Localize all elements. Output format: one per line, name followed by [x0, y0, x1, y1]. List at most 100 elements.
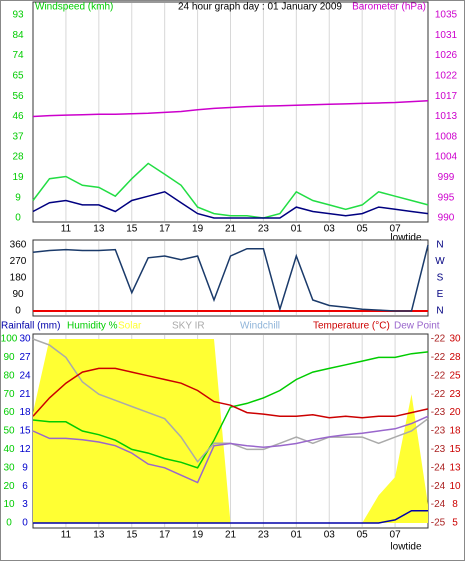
x-tick-label: 05 [357, 224, 369, 235]
x-tick-label: 19 [192, 224, 204, 235]
y3-tick-label: 3 [22, 499, 28, 510]
y-tick-label: 90 [3, 352, 15, 363]
y2-axis-label: Barometer (hPa) [352, 2, 426, 13]
legend-label: Rainfall (mm) [1, 321, 60, 332]
y-tick-label: 50 [3, 426, 15, 437]
x-tick-label: 17 [159, 530, 171, 541]
x-tick-label: 01 [291, 530, 303, 541]
legend-label: Solar [118, 321, 142, 332]
y-tick-label: 70 [3, 389, 15, 400]
y-tick-label: 60 [3, 407, 15, 418]
y-axis-label: Windspeed (kmh) [35, 2, 113, 13]
y-tick-label: 40 [3, 444, 15, 455]
y2-tick-label: 1013 [435, 111, 458, 122]
y-tick-label: 180 [10, 273, 27, 284]
y-tick-label: 84 [12, 30, 24, 41]
y4-tick-label: -24 [431, 462, 446, 473]
annotation: lowtide [390, 233, 422, 244]
legend-label: SKY IR [172, 321, 205, 332]
y2-tick-label: 10 [449, 481, 461, 492]
y2-tick-label: 5 [452, 518, 458, 529]
y-tick-label: 20 [3, 481, 15, 492]
y4-tick-label: -25 [431, 518, 446, 529]
y2-tick-label: 8 [452, 499, 458, 510]
y2-tick-label: 30 [449, 334, 461, 345]
y2-tick-label: 995 [438, 192, 455, 203]
y3-tick-label: 30 [19, 334, 31, 345]
y3-tick-label: 21 [19, 389, 31, 400]
y2-tick-label: 1004 [435, 152, 458, 163]
y4-tick-label: -24 [431, 499, 446, 510]
line [32, 351, 429, 469]
x-tick-label: 23 [258, 530, 270, 541]
y-tick-label: 65 [12, 71, 24, 82]
x-tick-label: 23 [258, 224, 270, 235]
y3-tick-label: 0 [22, 518, 28, 529]
y2-tick-label: 1035 [435, 10, 458, 21]
y-tick-label: 93 [12, 10, 24, 21]
x-tick-label: 07 [390, 224, 402, 235]
x-tick-label: 07 [390, 530, 402, 541]
y2-tick-label: 1017 [435, 91, 458, 102]
y-tick-label: 56 [12, 91, 24, 102]
y2-tick-label: S [437, 273, 444, 284]
x-tick-label: 03 [324, 224, 336, 235]
line [33, 509, 428, 524]
y2-tick-label: 20 [449, 407, 461, 418]
legend-label: Dew Point [394, 321, 440, 332]
y3-tick-label: 27 [19, 352, 31, 363]
y2-tick-label: 1031 [435, 30, 458, 41]
y-tick-label: 9 [15, 192, 21, 203]
x-tick-label: 17 [159, 224, 171, 235]
y3-tick-label: 15 [19, 426, 31, 437]
x-tick-label: 13 [93, 530, 105, 541]
x-tick-label: 11 [61, 530, 72, 541]
line [32, 367, 429, 419]
y-tick-label: 28 [12, 152, 24, 163]
y2-tick-label: 999 [438, 172, 455, 183]
x-tick-label: 05 [357, 530, 369, 541]
line [32, 162, 429, 219]
y-tick-label: 90 [12, 289, 24, 300]
x-tick-label: 11 [61, 224, 72, 235]
y2-tick-label: 23 [449, 389, 461, 400]
x-tick-label: 15 [126, 224, 138, 235]
y4-tick-label: -23 [431, 426, 446, 437]
y-tick-label: 30 [3, 462, 15, 473]
legend-label: Temperature (°C) [313, 321, 390, 332]
y-tick-label: 360 [10, 240, 27, 251]
y2-tick-label: 990 [438, 213, 455, 224]
y2-tick-label: 1026 [435, 50, 458, 61]
y4-tick-label: -23 [431, 444, 446, 455]
y2-tick-label: N [436, 306, 443, 317]
y3-tick-label: 9 [22, 462, 28, 473]
legend-label: Humidity % [67, 321, 118, 332]
area [33, 339, 428, 523]
y2-tick-label: W [435, 256, 445, 267]
legend-label: Windchill [240, 321, 280, 332]
x-tick-label: 21 [225, 224, 237, 235]
y-tick-label: 270 [10, 256, 27, 267]
x-tick-label: 15 [126, 530, 138, 541]
y2-tick-label: E [437, 289, 444, 300]
line [32, 415, 429, 484]
y2-tick-label: 28 [449, 352, 461, 363]
y3-tick-label: 6 [22, 481, 28, 492]
y2-tick-label: 18 [449, 426, 461, 437]
x-tick-label: 19 [192, 530, 204, 541]
y2-tick-label: 25 [449, 370, 461, 381]
line [32, 99, 429, 118]
y2-tick-label: 1022 [435, 71, 458, 82]
y2-tick-label: 15 [449, 444, 461, 455]
y2-tick-label: N [436, 240, 443, 251]
y4-tick-label: -24 [431, 481, 446, 492]
x-tick-label: 01 [291, 224, 303, 235]
y-tick-label: 80 [3, 370, 15, 381]
y-tick-label: 10 [3, 499, 15, 510]
y2-tick-label: 1008 [435, 131, 458, 142]
annotation: lowtide [390, 542, 422, 553]
y-tick-label: 0 [15, 306, 21, 317]
line [32, 190, 429, 219]
x-tick-label: 13 [93, 224, 105, 235]
